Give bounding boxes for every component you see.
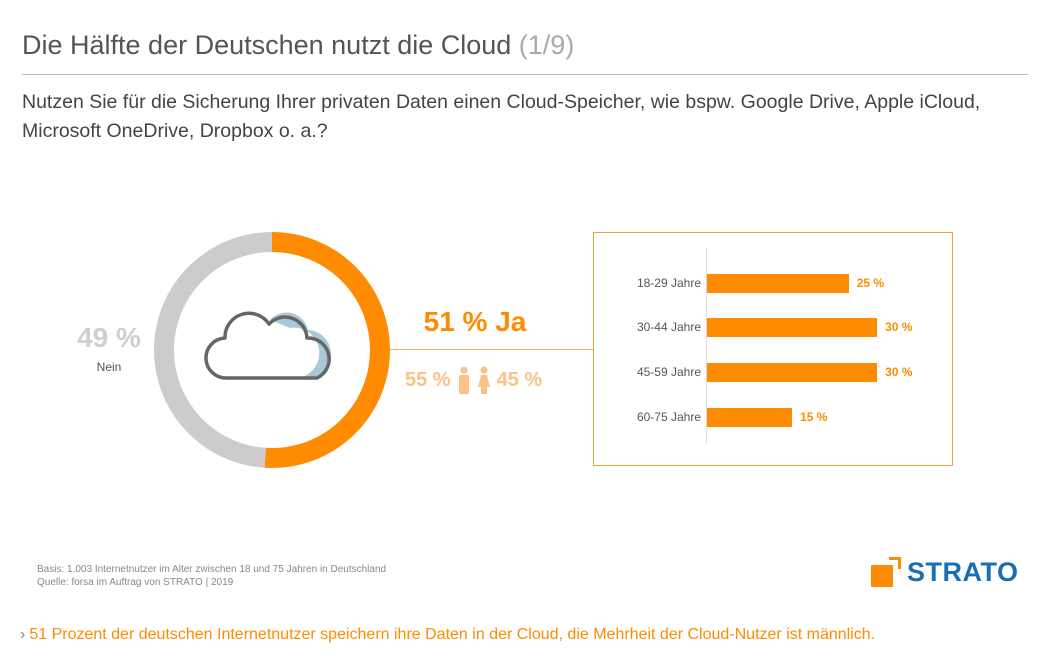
bar-value-label: 15 % bbox=[800, 410, 828, 424]
footnote-text: 51 Prozent der deutschen Internetnutzer … bbox=[29, 626, 876, 643]
female-percentage: 45 % bbox=[496, 368, 543, 391]
gender-split: 55 % 45 % bbox=[405, 366, 542, 394]
male-percentage: 55 % bbox=[405, 368, 451, 391]
strato-logo-mark bbox=[871, 557, 901, 587]
logo-text: STRATO bbox=[907, 557, 1019, 587]
connector-line bbox=[390, 349, 594, 350]
bar-label: 18-29 Jahre bbox=[636, 276, 701, 290]
bar-axis bbox=[706, 248, 707, 444]
bar bbox=[707, 408, 793, 427]
title-divider bbox=[22, 74, 1028, 75]
page-indicator: (1/9) bbox=[518, 30, 575, 60]
donut-slice-ja bbox=[264, 232, 390, 468]
chevron-right-icon: › bbox=[20, 626, 26, 643]
bar-label: 30-44 Jahre bbox=[636, 320, 701, 334]
age-breakdown-box bbox=[593, 232, 953, 466]
nein-percentage: 49 % bbox=[77, 322, 141, 353]
footnote: › 51 Prozent der deutschen Internetnutzer… bbox=[20, 626, 875, 644]
bar-label: 45-59 Jahre bbox=[636, 365, 701, 379]
bar-value-label: 25 % bbox=[856, 276, 885, 290]
ja-label: 51 % Ja bbox=[423, 306, 527, 337]
source-notes: Basis: 1.003 Internetnutzer im Alter zwi… bbox=[37, 563, 386, 589]
male-icon bbox=[458, 366, 469, 394]
donut-slice-nein bbox=[154, 232, 273, 468]
quelle-text: Quelle: forsa im Auftrag von STRATO | 20… bbox=[37, 577, 234, 588]
page-title: Die Hälfte der Deutschen nutzt die Cloud… bbox=[22, 30, 574, 61]
bar-value-label: 30 % bbox=[885, 320, 913, 334]
basis-text: Basis: 1.003 Internetnutzer im Alter zwi… bbox=[37, 564, 387, 575]
nein-label: Nein bbox=[96, 360, 122, 374]
title-text: Die Hälfte der Deutschen nutzt die Cloud bbox=[22, 30, 512, 60]
survey-question: Nutzen Sie für die Sicherung Ihrer priva… bbox=[22, 91, 981, 142]
bar-value-label: 30 % bbox=[885, 365, 913, 379]
cloud-icon bbox=[204, 311, 332, 380]
bar bbox=[707, 274, 849, 293]
strato-logo: STRATO bbox=[871, 557, 1019, 587]
bar-label: 60-75 Jahre bbox=[636, 410, 701, 424]
donut-chart bbox=[154, 232, 390, 468]
female-icon bbox=[477, 366, 490, 394]
bar bbox=[707, 363, 878, 382]
bar bbox=[707, 318, 878, 337]
